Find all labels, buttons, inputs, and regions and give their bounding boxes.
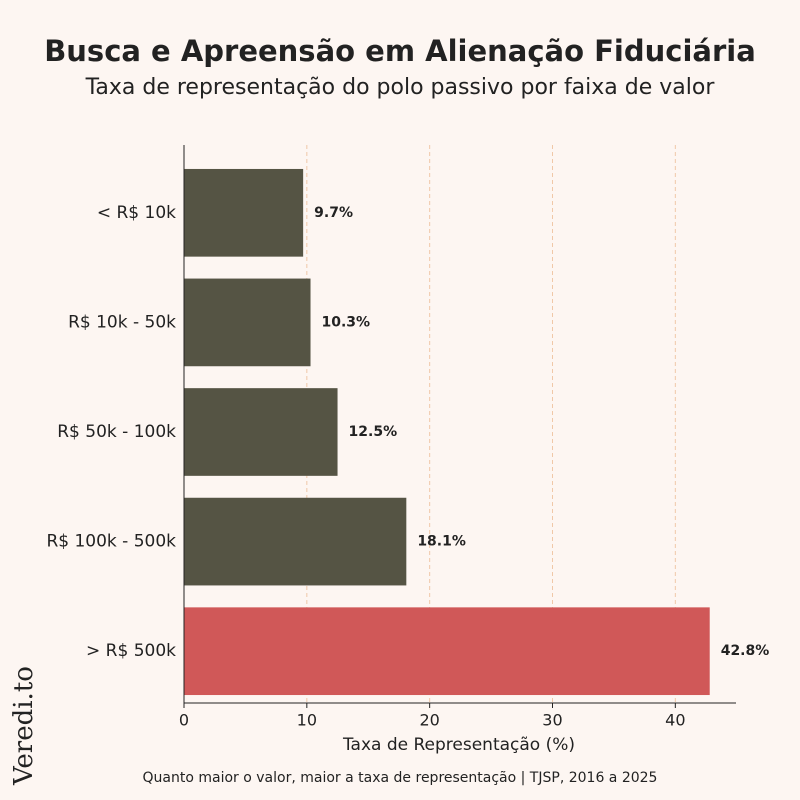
y-tick-label: R$ 50k - 100k <box>57 422 176 442</box>
footnote: Quanto maior o valor, maior a taxa de re… <box>143 770 658 786</box>
bar <box>184 388 338 476</box>
value-label: 12.5% <box>349 424 398 440</box>
x-tick-label: 10 <box>297 711 317 730</box>
chart-subtitle: Taxa de representação do polo passivo po… <box>85 75 716 100</box>
y-tick-label: R$ 100k - 500k <box>46 532 176 552</box>
y-tick-label: R$ 10k - 50k <box>68 312 176 332</box>
value-label: 42.8% <box>721 643 770 659</box>
bar <box>184 607 710 696</box>
value-label: 18.1% <box>417 534 466 550</box>
value-label: 9.7% <box>314 205 353 221</box>
y-tick-label: > R$ 500k <box>86 641 176 661</box>
x-tick-label: 40 <box>665 711 685 730</box>
value-label: 10.3% <box>322 314 371 330</box>
x-tick-label: 30 <box>542 711 562 730</box>
x-axis-label: Taxa de Representação (%) <box>342 735 575 755</box>
x-tick-label: 20 <box>419 711 439 730</box>
x-tick-label: 0 <box>179 711 189 730</box>
bar <box>184 168 304 257</box>
bar <box>184 278 311 367</box>
watermark: Veredi.to <box>9 666 39 786</box>
chart-title: Busca e Apreensão em Alienação Fiduciári… <box>44 34 756 68</box>
bar <box>184 497 407 586</box>
y-tick-label: < R$ 10k <box>97 203 176 223</box>
